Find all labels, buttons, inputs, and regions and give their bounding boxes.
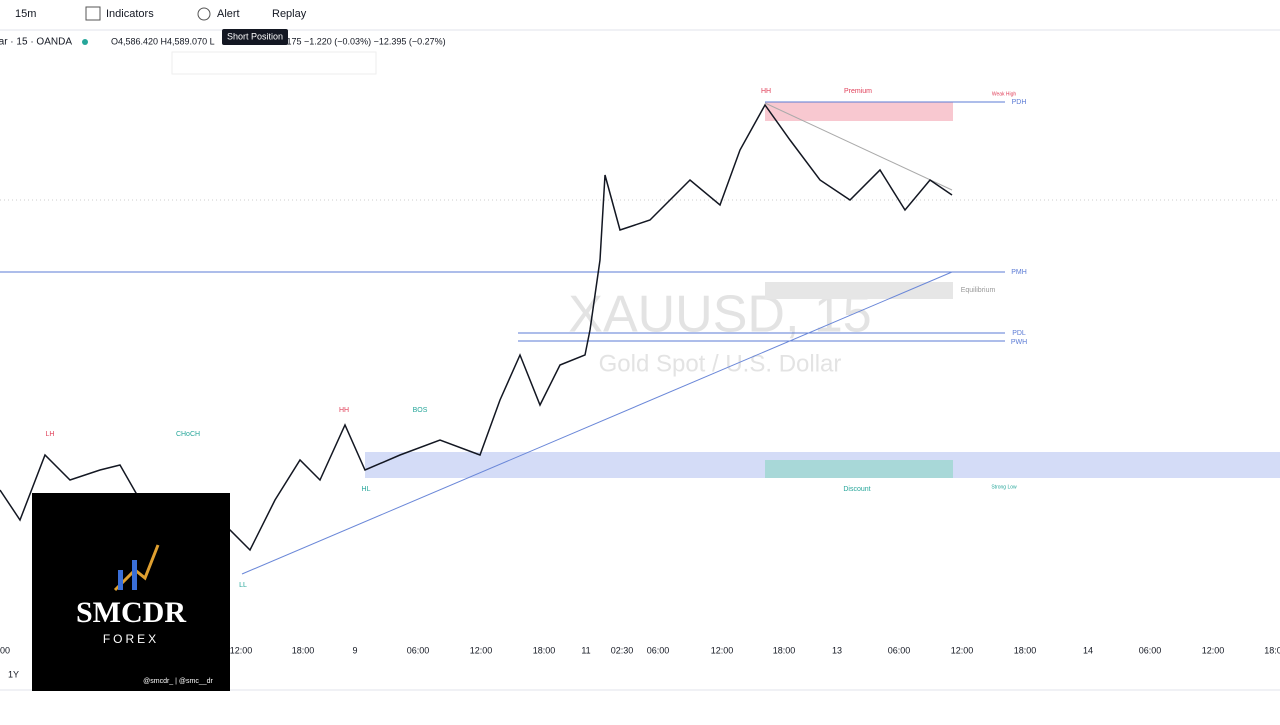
logo-sub: FOREX — [103, 632, 159, 646]
indicators-icon — [85, 6, 101, 21]
toolbar — [0, 0, 1280, 30]
x-tick-label: 18:00 — [533, 645, 556, 655]
replay-button[interactable]: Replay — [272, 8, 307, 20]
x-tick-label: 12:00 — [470, 645, 493, 655]
x-tick-label: 18:0 — [1264, 645, 1280, 655]
x-tick-label: 12:00 — [951, 645, 974, 655]
x-tick-label: 9 — [352, 645, 357, 655]
x-tick-label: 02:30 — [611, 645, 634, 655]
status-dot — [82, 39, 88, 45]
range-button[interactable]: 1Y — [8, 669, 19, 679]
x-tick-label: 13 — [832, 645, 842, 655]
x-tick-label: 18:00 — [292, 645, 315, 655]
label-pdh: PDH — [1012, 99, 1027, 106]
x-tick-label: 14 — [1083, 645, 1093, 655]
x-tick-label: 06:00 — [407, 645, 430, 655]
logo-box — [32, 493, 230, 691]
x-tick-label: 12:00 — [1202, 645, 1225, 655]
x-tick-label: 06:00 — [888, 645, 911, 655]
x-tick-label: 18:00 — [1014, 645, 1037, 655]
tooltip — [222, 29, 288, 45]
label-hh-2: HH — [339, 407, 349, 414]
logo-candle — [118, 570, 123, 590]
logo-candle — [132, 560, 137, 590]
trendline-down — [764, 102, 953, 191]
premium-zone — [765, 102, 953, 121]
equilibrium-zone — [765, 282, 953, 299]
x-tick-label: 00 — [0, 645, 10, 655]
x-tick-label: 18:00 — [773, 645, 796, 655]
x-tick-label: 11 — [581, 645, 590, 655]
symbol-legend: ar · 15 · OANDA — [0, 37, 72, 48]
label-premium: Premium — [844, 88, 872, 95]
indicators-button[interactable]: Indicators — [106, 8, 154, 20]
label-lh: LH — [46, 431, 55, 438]
logo-arrow — [113, 544, 160, 592]
ohlc-right: .175 −1.220 (−0.03%) −12.395 (−0.27%) — [284, 36, 446, 46]
alert-icon — [197, 7, 211, 21]
discount-zone — [765, 460, 953, 478]
label-discount: Discount — [843, 486, 870, 493]
label-pwh: PWH — [1011, 339, 1027, 346]
x-tick-label: 06:00 — [647, 645, 670, 655]
label-weak-high: Weak High — [992, 91, 1017, 97]
trendline — [241, 271, 953, 575]
ohlc-left: O4,586.420 H4,589.070 L — [111, 36, 215, 46]
label-equilibrium: Equilibrium — [961, 287, 996, 294]
interval-button[interactable]: 15m — [15, 8, 36, 20]
label-pdl: PDL — [1012, 330, 1026, 337]
watermark-description: Gold Spot / U.S. Dollar — [599, 350, 842, 377]
label-ll: LL — [239, 582, 247, 589]
label-choch: CHoCH — [176, 431, 200, 438]
x-tick-label: 12:00 — [230, 645, 253, 655]
logo-handles: @smcdr_ | @smc__dr — [143, 678, 213, 685]
alert-button[interactable]: Alert — [217, 8, 240, 20]
label-pmh: PMH — [1011, 269, 1027, 276]
label-hh: HH — [761, 88, 771, 95]
drawing-toolbar[interactable] — [171, 51, 377, 75]
label-hl: HL — [362, 486, 371, 493]
label-bos: BOS — [413, 407, 428, 414]
x-tick-label: 12:00 — [711, 645, 734, 655]
label-strong-low: Strong Low — [991, 484, 1017, 490]
tooltip-text: Short Position — [227, 31, 283, 41]
logo-name: SMCDR — [76, 596, 186, 629]
x-tick-label: 06:00 — [1139, 645, 1162, 655]
